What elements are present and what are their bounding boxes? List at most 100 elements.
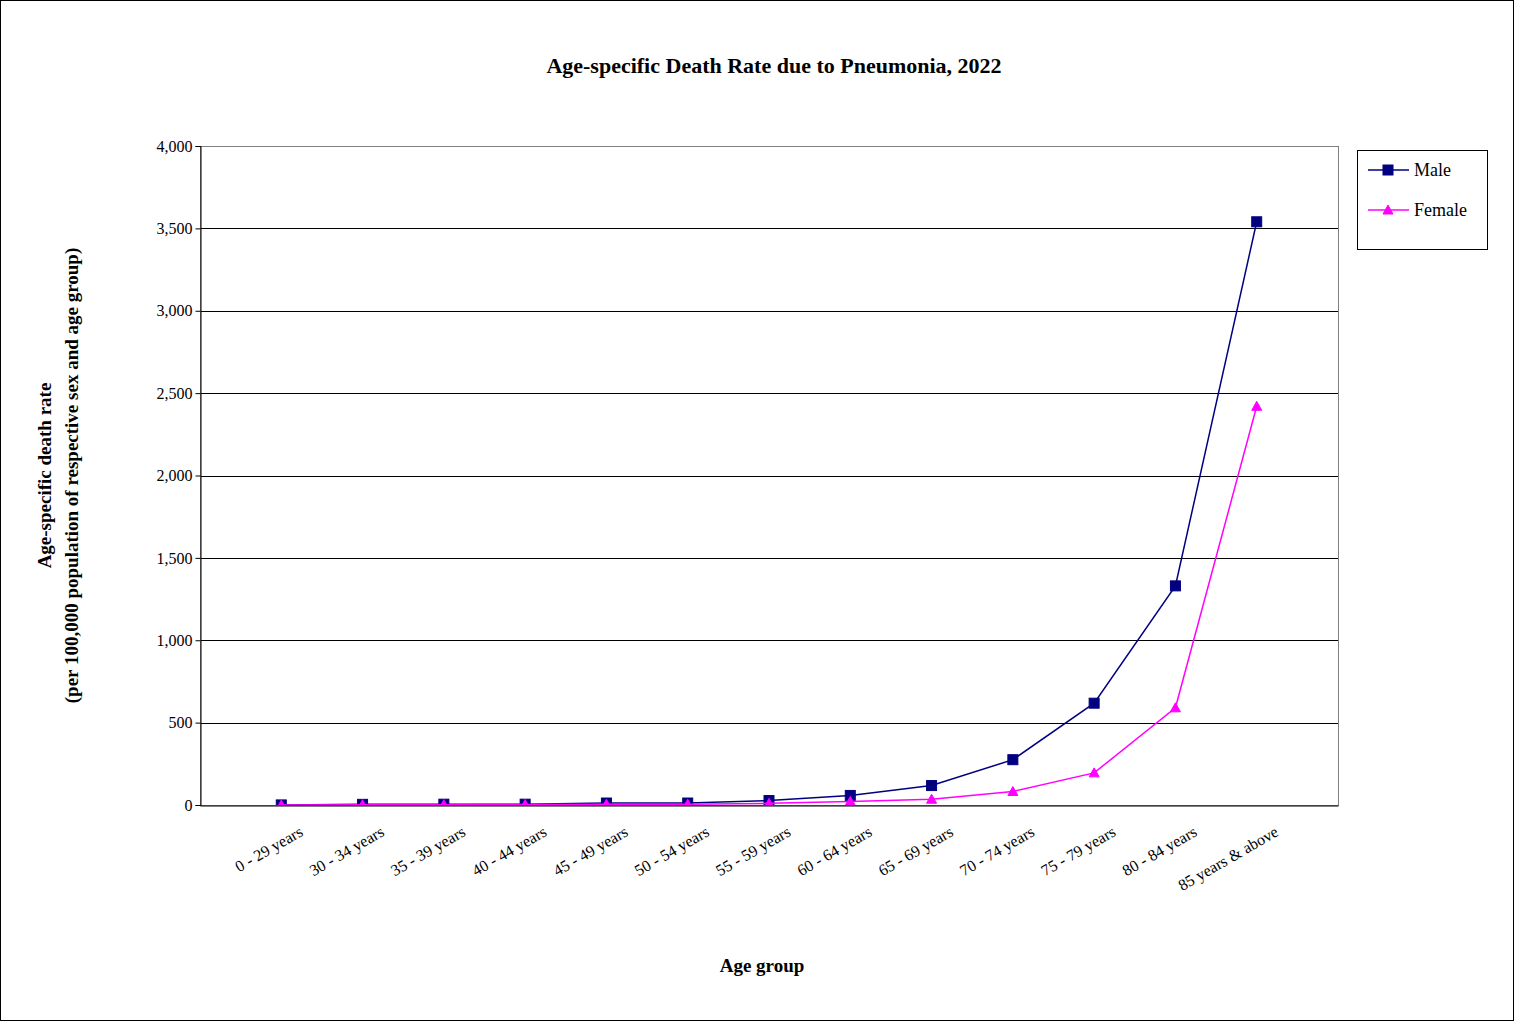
- y-axis: 0 500 1,000 1,500 2,000 2,500 3,000 3,500 4,000: [157, 138, 202, 814]
- tick-label: 70 - 74 years: [957, 823, 1038, 880]
- tick-label: 3,500: [157, 220, 193, 237]
- border: [1, 1, 1514, 1021]
- tick-mark: [196, 558, 201, 559]
- point: [1008, 755, 1018, 765]
- tick-label: 4,000: [157, 138, 193, 155]
- legend-label: Male: [1414, 160, 1451, 180]
- tick-label: 1,000: [157, 632, 193, 649]
- point: [439, 800, 449, 805]
- tick-label: 1,500: [157, 549, 193, 566]
- x-axis-title: Age group: [720, 955, 805, 976]
- point: [683, 799, 693, 805]
- tick: 55 - 59 years: [713, 806, 794, 880]
- point: [1089, 698, 1099, 708]
- point: [358, 800, 368, 805]
- point: [764, 798, 774, 805]
- point: [845, 796, 855, 805]
- grid-line: [200, 311, 1338, 312]
- tick-mark: [196, 393, 201, 394]
- axis-line: [201, 806, 1339, 807]
- tick-mark: [196, 228, 201, 229]
- point: [1252, 401, 1262, 410]
- tick-mark: [196, 640, 201, 641]
- grid-line: [200, 558, 1338, 559]
- point: [520, 800, 530, 805]
- tick-label: 40 - 44 years: [469, 823, 550, 880]
- tick-label: 65 - 69 years: [875, 823, 956, 880]
- legend-marker: [1383, 165, 1393, 175]
- point: [927, 794, 937, 803]
- point: [1008, 786, 1018, 795]
- tick-label: 60 - 64 years: [794, 823, 875, 880]
- tick: 0 - 29 years: [232, 806, 306, 876]
- tick: 3,000: [157, 302, 201, 319]
- tick-label: 45 - 49 years: [550, 823, 631, 880]
- tick: 60 - 64 years: [794, 806, 875, 880]
- legend: Male Female: [1358, 151, 1488, 250]
- tick-label: 2,500: [157, 385, 193, 402]
- grid-line: [200, 723, 1338, 724]
- point: [601, 799, 611, 805]
- legend-marker: [1383, 205, 1393, 214]
- grid-line: [200, 476, 1338, 477]
- tick-mark: [196, 805, 201, 806]
- series-line: [281, 406, 1256, 805]
- tick: 30 - 34 years: [306, 806, 387, 880]
- tick: 500: [169, 714, 201, 731]
- point: [927, 781, 937, 791]
- tick: 3,500: [157, 220, 201, 237]
- grid-line: [200, 228, 1338, 229]
- tick: 4,000: [157, 138, 201, 155]
- tick: 50 - 54 years: [632, 806, 713, 880]
- axis-line: [196, 147, 202, 806]
- point: [276, 800, 286, 805]
- tick: 40 - 44 years: [469, 806, 550, 880]
- tick: 45 - 49 years: [550, 806, 631, 880]
- tick: 35 - 39 years: [388, 806, 469, 880]
- tick-label: 35 - 39 years: [388, 823, 469, 880]
- point: [1089, 768, 1099, 777]
- tick: 80 - 84 years: [1119, 806, 1200, 880]
- point: [1252, 217, 1262, 227]
- grid-line: [200, 640, 1338, 641]
- tick: 70 - 74 years: [957, 806, 1038, 880]
- tick: 2,000: [157, 467, 201, 484]
- tick-label: 75 - 79 years: [1038, 823, 1119, 880]
- grid: [200, 147, 1338, 806]
- tick-mark: [196, 311, 201, 312]
- series: [276, 401, 1261, 805]
- tick-mark: [196, 146, 201, 147]
- y-axis-title: Age-specific death rate: [34, 383, 55, 569]
- legend-box: [1358, 151, 1488, 250]
- plot-frame: [201, 147, 1339, 806]
- series: [276, 217, 1261, 805]
- series-line: [281, 222, 1256, 805]
- grid-line: [200, 393, 1338, 394]
- y-axis-title: (per 100,000 population of respective se…: [61, 248, 83, 703]
- point: [1170, 581, 1180, 591]
- tick: 85 years & above: [1175, 806, 1281, 895]
- point: [1170, 703, 1180, 712]
- tick: 1,500: [157, 549, 201, 566]
- x-axis: 0 - 29 years30 - 34 years35 - 39 years40…: [201, 806, 1339, 895]
- tick: 1,000: [157, 632, 201, 649]
- legend-label: Female: [1414, 200, 1467, 220]
- tick-label: 3,000: [157, 302, 193, 319]
- tick-label: 30 - 34 years: [306, 823, 387, 880]
- tick-label: 0: [185, 797, 193, 814]
- tick: 0: [185, 797, 201, 814]
- tick-label: 2,000: [157, 467, 193, 484]
- plot-area: [200, 146, 1338, 805]
- tick-label: 500: [169, 714, 193, 731]
- title: Age-specific Death Rate due to Pneumonia…: [546, 53, 1001, 78]
- tick-mark: [196, 476, 201, 477]
- tick-label: 0 - 29 years: [232, 823, 306, 876]
- tick: 65 - 69 years: [875, 806, 956, 880]
- tick: 2,500: [157, 385, 201, 402]
- tick-label: 85 years & above: [1175, 823, 1281, 895]
- plot: [276, 217, 1261, 805]
- tick-label: 50 - 54 years: [632, 823, 713, 880]
- tick-mark: [196, 723, 201, 724]
- tick-label: 55 - 59 years: [713, 823, 794, 880]
- tick: 75 - 79 years: [1038, 806, 1119, 880]
